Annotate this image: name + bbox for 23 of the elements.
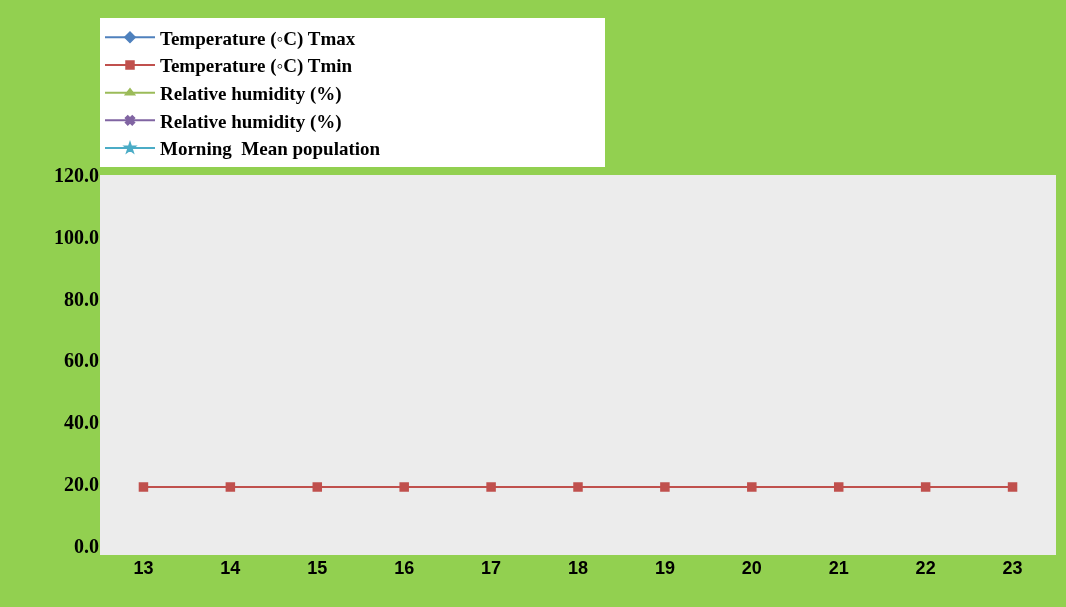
y-tick-label: 20.0 [64,472,99,495]
x-tick-label: 22 [915,558,936,578]
x-tick-label: 16 [394,558,415,578]
x-tick-label: 15 [307,558,328,578]
y-tick-label: 0.0 [74,534,99,557]
legend-label: Relative humidity (%) [160,83,342,106]
y-tick-label: 80.0 [64,287,99,310]
x-tick-label: 18 [567,558,589,578]
x-tick-label: 20 [741,558,762,578]
legend-label: Temperature (◦C) Tmin [160,55,353,78]
y-tick-label: 120.0 [54,164,99,186]
x-tick-label: 17 [481,558,502,578]
legend-label: Morning Mean population [160,138,381,160]
x-tick-label: 19 [654,558,675,578]
x-tick-label: 21 [828,558,849,578]
y-tick-label: 60.0 [64,349,99,372]
legend-label: Temperature (◦C) Tmax [160,27,356,50]
y-tick-label: 100.0 [54,225,99,248]
y-tick-label: 40.0 [64,411,99,434]
x-tick-label: 13 [133,558,154,578]
legend-label: Relative humidity (%) [160,110,342,133]
x-tick-label: 14 [220,558,241,578]
x-tick-label: 23 [1002,558,1023,578]
